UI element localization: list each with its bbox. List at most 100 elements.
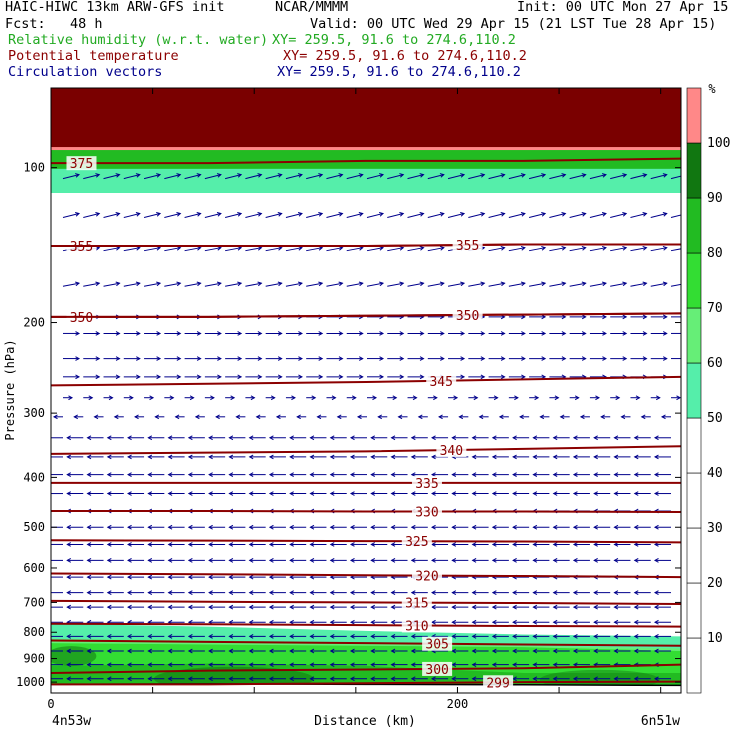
vector-head <box>66 574 72 580</box>
vector-head <box>512 524 517 530</box>
isentrope-label-bg <box>401 595 432 610</box>
vector-head <box>593 604 598 610</box>
vector-head <box>156 331 162 336</box>
vector-arrow <box>670 283 681 287</box>
vector-arrow <box>225 174 242 180</box>
vector-head <box>622 281 628 287</box>
vector-arrow <box>164 282 181 287</box>
vector-arrow <box>508 213 525 219</box>
vector-head <box>561 212 567 217</box>
vector-arrow <box>407 282 424 287</box>
vector-head <box>187 634 193 639</box>
vector-head <box>95 374 101 380</box>
vector-head <box>208 558 213 563</box>
vector-head <box>329 558 335 563</box>
vector-head <box>633 634 639 639</box>
vector-head <box>541 245 547 251</box>
vector-head <box>86 604 92 610</box>
vector-head <box>289 648 294 654</box>
vector-arrow <box>306 282 323 287</box>
vector-head <box>289 472 294 477</box>
isentrope-label: 355 <box>456 239 479 254</box>
vector-head <box>167 676 173 682</box>
vector-head <box>329 662 335 668</box>
vector-head <box>115 281 121 287</box>
vector-head <box>622 212 628 217</box>
vector-head <box>541 356 547 361</box>
vector-head <box>662 314 668 320</box>
vector-head <box>147 676 153 682</box>
vector-arrow <box>366 282 384 287</box>
vector-head <box>167 604 173 610</box>
vector-arrow <box>306 247 323 252</box>
vector-head <box>196 212 202 217</box>
vector-head <box>154 414 160 420</box>
colorbar-segment <box>686 472 702 529</box>
vector-head <box>512 472 517 477</box>
vector-head <box>329 676 335 682</box>
vector-head <box>480 173 486 178</box>
vector-head <box>230 395 236 401</box>
vector-arrow <box>549 174 566 180</box>
vector-head <box>622 245 628 251</box>
vector-head <box>208 634 213 639</box>
vector-head <box>683 315 687 319</box>
vector-head <box>512 648 517 654</box>
vector-head <box>593 435 598 441</box>
vector-head <box>289 558 294 563</box>
vector-head <box>147 590 153 595</box>
vector-head <box>480 374 486 380</box>
vector-head <box>561 245 567 251</box>
vector-head <box>136 356 141 361</box>
vector-head <box>552 648 558 654</box>
isentrope-lines: 375 355 355 350 350 345 340 335 330 325 320 315 310 3… <box>51 156 681 691</box>
vector-head <box>620 414 626 420</box>
vector-head <box>309 634 315 639</box>
vector-arrow <box>265 213 282 219</box>
vector-arrow <box>184 174 201 180</box>
vector-head <box>512 435 517 441</box>
forecast-hour: Fcst: 48 h <box>5 16 103 32</box>
vector-head <box>460 356 466 361</box>
vector-head <box>439 245 445 251</box>
vector-head <box>572 604 578 610</box>
vector-head <box>370 648 376 654</box>
vector-head <box>512 542 517 547</box>
vector-head <box>106 435 112 441</box>
vector-head <box>410 491 416 496</box>
vector-head <box>600 414 605 420</box>
vector-head <box>410 662 416 668</box>
vector-head <box>106 648 112 654</box>
vector-head <box>431 604 436 610</box>
vector-arrow <box>326 174 343 180</box>
vector-head <box>208 676 213 682</box>
vector-head <box>653 454 659 460</box>
vector-head <box>248 491 254 496</box>
vector-head <box>471 634 477 639</box>
vector-head <box>268 634 274 639</box>
vector-head <box>633 604 639 610</box>
vector-arrow <box>346 213 363 219</box>
vector-head <box>390 454 396 460</box>
vector-head <box>228 574 234 580</box>
vector-head <box>593 558 598 563</box>
vector-head <box>532 558 538 563</box>
vector-arrow <box>83 213 100 219</box>
vector-head <box>491 491 497 496</box>
vector-head <box>47 575 51 579</box>
vector-head <box>602 331 607 336</box>
vector-head <box>579 414 585 420</box>
vector-head <box>491 662 497 668</box>
vector-head <box>106 472 112 477</box>
vector-arrow <box>387 213 404 219</box>
vector-head <box>613 604 619 610</box>
vector-head <box>633 454 639 460</box>
vector-head <box>410 558 416 563</box>
vector-head <box>268 574 274 580</box>
vector-arrow <box>610 174 627 180</box>
vector-head <box>561 314 567 320</box>
vector-head <box>248 472 254 477</box>
vector-head <box>248 524 254 530</box>
vector-arrow <box>245 174 262 180</box>
vector-head <box>86 590 92 595</box>
